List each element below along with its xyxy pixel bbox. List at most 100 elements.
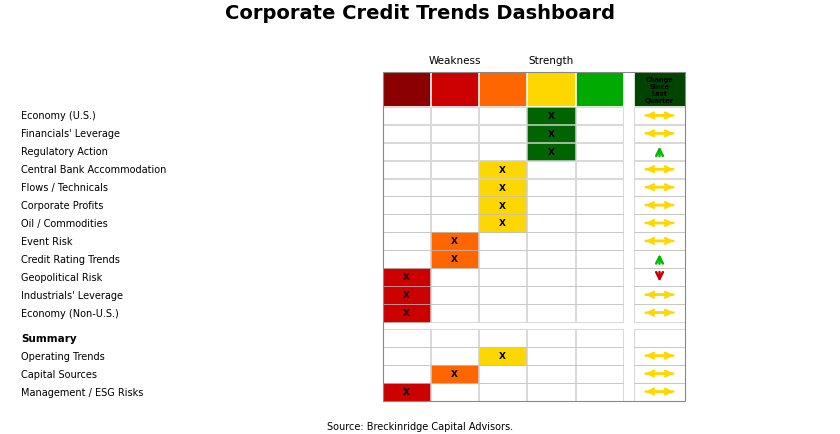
Text: Financials' Leverage: Financials' Leverage: [21, 129, 120, 139]
Bar: [431, 179, 478, 197]
Bar: [575, 108, 623, 125]
Bar: [382, 251, 430, 268]
Bar: [431, 286, 478, 304]
Text: X: X: [548, 112, 554, 121]
Bar: [633, 251, 685, 268]
Bar: [479, 383, 527, 401]
Bar: [479, 251, 527, 268]
Bar: [528, 161, 575, 179]
Bar: [528, 215, 575, 233]
Text: Corporate Profits: Corporate Profits: [21, 201, 103, 210]
Text: X: X: [548, 129, 554, 138]
Bar: [528, 108, 575, 125]
Bar: [528, 125, 575, 143]
Bar: [528, 286, 575, 304]
Bar: [382, 197, 430, 214]
Bar: [382, 143, 430, 161]
Bar: [575, 73, 623, 107]
Text: Central Bank Accommodation: Central Bank Accommodation: [21, 165, 166, 175]
Bar: [575, 329, 623, 347]
Text: X: X: [402, 290, 410, 299]
Bar: [528, 269, 575, 286]
Bar: [528, 251, 575, 268]
Bar: [575, 269, 623, 286]
Bar: [431, 251, 478, 268]
Text: Change
Since
Last
Quarter: Change Since Last Quarter: [645, 76, 674, 103]
Bar: [479, 365, 527, 383]
Bar: [633, 125, 685, 143]
Text: X: X: [499, 352, 507, 360]
Text: Capital Sources: Capital Sources: [21, 369, 97, 379]
Bar: [431, 143, 478, 161]
Text: Strength: Strength: [528, 56, 574, 66]
Bar: [479, 161, 527, 179]
Bar: [633, 179, 685, 197]
Text: Operating Trends: Operating Trends: [21, 351, 104, 361]
Bar: [633, 233, 685, 250]
Bar: [575, 143, 623, 161]
Bar: [575, 215, 623, 233]
Bar: [479, 304, 527, 322]
Bar: [431, 73, 478, 107]
Bar: [382, 73, 430, 107]
Bar: [479, 125, 527, 143]
Bar: [633, 73, 685, 107]
Bar: [575, 161, 623, 179]
Bar: [633, 161, 685, 179]
Bar: [528, 73, 575, 107]
Bar: [528, 233, 575, 250]
Bar: [575, 365, 623, 383]
Bar: [479, 233, 527, 250]
Bar: [382, 365, 430, 383]
Bar: [528, 347, 575, 365]
Text: Weakness: Weakness: [428, 56, 481, 66]
Bar: [431, 329, 478, 347]
Text: Summary: Summary: [21, 333, 76, 343]
Bar: [382, 161, 430, 179]
Bar: [575, 197, 623, 214]
Text: Regulatory Action: Regulatory Action: [21, 147, 108, 157]
Bar: [431, 233, 478, 250]
Bar: [479, 347, 527, 365]
Bar: [431, 215, 478, 233]
Bar: [575, 251, 623, 268]
Bar: [431, 383, 478, 401]
Text: Source: Breckinridge Capital Advisors.: Source: Breckinridge Capital Advisors.: [327, 421, 513, 431]
Bar: [479, 73, 527, 107]
Bar: [633, 108, 685, 125]
Bar: [431, 347, 478, 365]
Bar: [479, 329, 527, 347]
Bar: [575, 347, 623, 365]
Text: Management / ESG Risks: Management / ESG Risks: [21, 387, 143, 397]
Bar: [575, 179, 623, 197]
Bar: [528, 383, 575, 401]
Bar: [382, 269, 430, 286]
Text: Flows / Technicals: Flows / Technicals: [21, 183, 108, 193]
Bar: [633, 383, 685, 401]
Bar: [479, 215, 527, 233]
Text: Oil / Commodities: Oil / Commodities: [21, 218, 108, 228]
Bar: [431, 108, 478, 125]
Bar: [479, 179, 527, 197]
Text: X: X: [402, 387, 410, 396]
Bar: [633, 347, 685, 365]
Bar: [382, 73, 685, 401]
Bar: [528, 179, 575, 197]
Bar: [382, 108, 430, 125]
Bar: [575, 304, 623, 322]
Bar: [479, 286, 527, 304]
Bar: [382, 233, 430, 250]
Bar: [528, 143, 575, 161]
Bar: [382, 286, 430, 304]
Bar: [633, 329, 685, 347]
Bar: [382, 347, 430, 365]
Bar: [633, 215, 685, 233]
Text: X: X: [451, 255, 458, 264]
Text: Economy (U.S.): Economy (U.S.): [21, 111, 96, 121]
Bar: [431, 304, 478, 322]
Bar: [633, 197, 685, 214]
Bar: [382, 215, 430, 233]
Bar: [479, 108, 527, 125]
Bar: [382, 179, 430, 197]
Bar: [528, 329, 575, 347]
